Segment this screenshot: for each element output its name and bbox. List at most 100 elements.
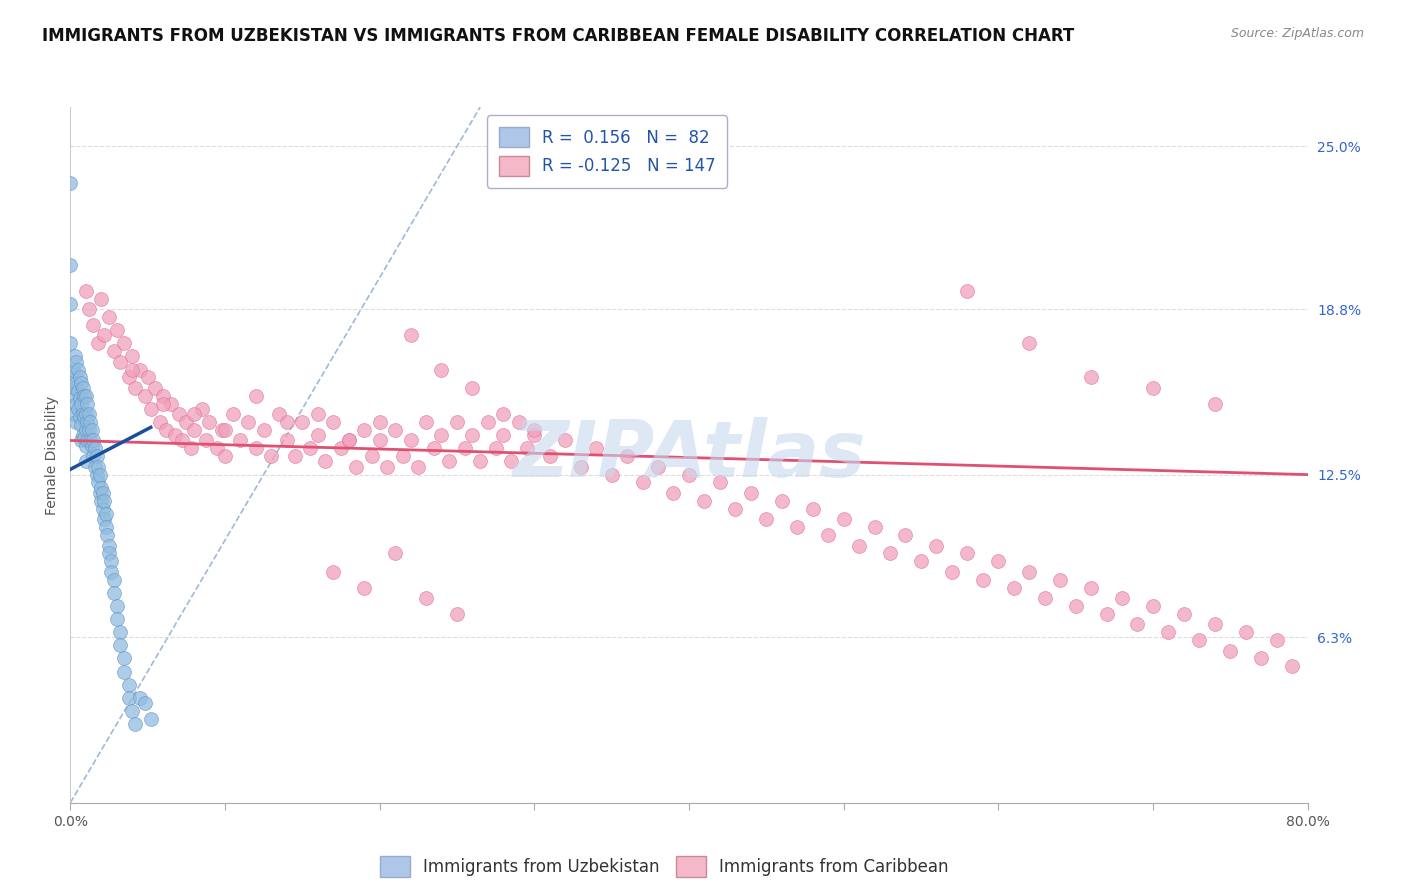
Point bbox=[377, 459, 399, 474]
Point bbox=[72, 428, 94, 442]
Point bbox=[103, 586, 125, 600]
Point bbox=[461, 381, 484, 395]
Point bbox=[307, 407, 329, 421]
Point bbox=[118, 690, 141, 705]
Point bbox=[693, 494, 716, 508]
Point bbox=[82, 318, 105, 332]
Point bbox=[925, 539, 948, 553]
Point bbox=[73, 409, 96, 424]
Point bbox=[492, 407, 515, 421]
Point bbox=[160, 397, 183, 411]
Point bbox=[67, 362, 90, 376]
Point bbox=[82, 434, 105, 448]
Point bbox=[75, 439, 97, 453]
Point bbox=[724, 501, 747, 516]
Point bbox=[322, 565, 344, 579]
Point bbox=[1018, 336, 1040, 351]
Point bbox=[65, 397, 87, 411]
Point bbox=[337, 434, 360, 448]
Point bbox=[337, 434, 360, 448]
Point bbox=[245, 389, 267, 403]
Point bbox=[1219, 643, 1241, 657]
Point bbox=[98, 539, 121, 553]
Point bbox=[1064, 599, 1087, 613]
Point bbox=[600, 467, 623, 482]
Point bbox=[956, 546, 979, 560]
Point bbox=[136, 370, 159, 384]
Point bbox=[1188, 633, 1211, 648]
Point bbox=[523, 423, 546, 437]
Point bbox=[260, 449, 283, 463]
Point bbox=[59, 176, 82, 190]
Point bbox=[94, 507, 117, 521]
Point bbox=[322, 415, 344, 429]
Point bbox=[384, 423, 406, 437]
Point bbox=[972, 573, 994, 587]
Point bbox=[94, 520, 117, 534]
Point bbox=[1173, 607, 1195, 621]
Point bbox=[75, 423, 97, 437]
Legend: Immigrants from Uzbekistan, Immigrants from Caribbean: Immigrants from Uzbekistan, Immigrants f… bbox=[371, 848, 957, 885]
Point bbox=[863, 520, 886, 534]
Point bbox=[191, 401, 214, 416]
Point bbox=[121, 362, 143, 376]
Point bbox=[139, 712, 162, 726]
Point bbox=[987, 554, 1010, 568]
Point bbox=[67, 401, 90, 416]
Point bbox=[86, 467, 108, 482]
Point bbox=[647, 459, 669, 474]
Point bbox=[105, 323, 128, 337]
Point bbox=[801, 501, 824, 516]
Point bbox=[134, 389, 156, 403]
Point bbox=[114, 665, 136, 679]
Point bbox=[76, 434, 98, 448]
Point bbox=[1080, 581, 1102, 595]
Point bbox=[114, 336, 136, 351]
Point bbox=[879, 546, 901, 560]
Point bbox=[245, 442, 267, 456]
Point bbox=[361, 449, 384, 463]
Point bbox=[492, 428, 515, 442]
Point bbox=[100, 565, 122, 579]
Point bbox=[69, 392, 91, 406]
Point bbox=[1265, 633, 1288, 648]
Point bbox=[121, 704, 143, 718]
Point bbox=[368, 415, 391, 429]
Point bbox=[76, 397, 98, 411]
Point bbox=[152, 389, 174, 403]
Point bbox=[93, 328, 115, 343]
Point bbox=[569, 459, 592, 474]
Point bbox=[118, 370, 141, 384]
Point bbox=[1250, 651, 1272, 665]
Point bbox=[315, 454, 337, 468]
Point bbox=[84, 442, 107, 456]
Point bbox=[98, 310, 121, 324]
Point bbox=[93, 494, 115, 508]
Point bbox=[80, 439, 103, 453]
Point bbox=[100, 554, 122, 568]
Text: IMMIGRANTS FROM UZBEKISTAN VS IMMIGRANTS FROM CARIBBEAN FEMALE DISABILITY CORREL: IMMIGRANTS FROM UZBEKISTAN VS IMMIGRANTS… bbox=[42, 27, 1074, 45]
Point bbox=[755, 512, 778, 526]
Point bbox=[956, 284, 979, 298]
Point bbox=[103, 573, 125, 587]
Point bbox=[817, 528, 839, 542]
Point bbox=[67, 384, 90, 398]
Point bbox=[786, 520, 808, 534]
Point bbox=[307, 428, 329, 442]
Point bbox=[770, 494, 793, 508]
Point bbox=[73, 389, 96, 403]
Point bbox=[75, 284, 97, 298]
Point bbox=[1095, 607, 1118, 621]
Point bbox=[69, 409, 91, 424]
Point bbox=[910, 554, 932, 568]
Point bbox=[941, 565, 963, 579]
Point bbox=[62, 389, 84, 403]
Point bbox=[75, 389, 97, 403]
Point bbox=[87, 475, 110, 490]
Point bbox=[430, 362, 453, 376]
Point bbox=[516, 442, 538, 456]
Y-axis label: Female Disability: Female Disability bbox=[45, 395, 59, 515]
Point bbox=[80, 423, 103, 437]
Point bbox=[1142, 381, 1164, 395]
Point bbox=[72, 381, 94, 395]
